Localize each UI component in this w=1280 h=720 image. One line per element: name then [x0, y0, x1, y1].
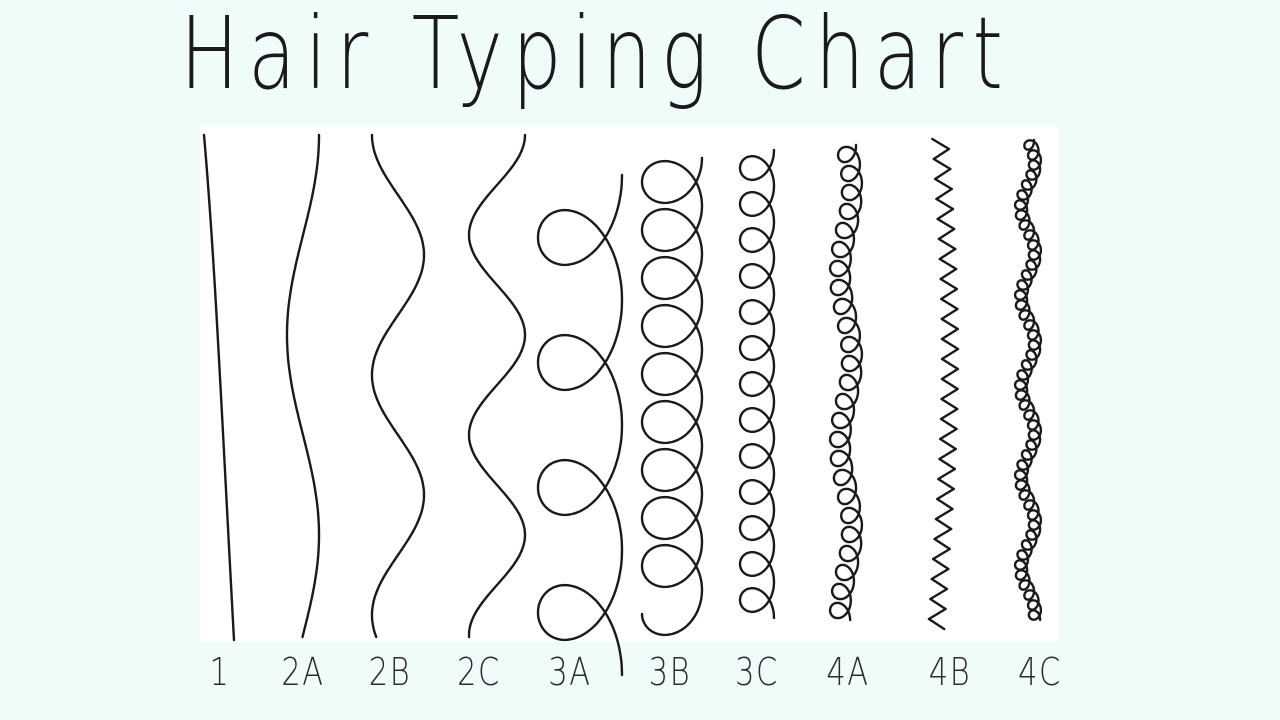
strand-type-2a	[285, 133, 321, 639]
chart-title: Hair Typing Chart	[180, 0, 1013, 112]
drawing-panel	[200, 125, 1058, 642]
strand-type-3a	[536, 173, 624, 677]
type-label-3a: 3A	[548, 650, 592, 694]
type-label-4c: 4C	[1018, 650, 1062, 694]
strand-type-4c	[1013, 138, 1043, 622]
type-label-3b: 3B	[648, 650, 692, 694]
type-label-4b: 4B	[928, 650, 972, 694]
type-label-4a: 4A	[826, 650, 870, 694]
type-label-1: 1	[209, 650, 231, 694]
strand-type-4a	[828, 143, 864, 622]
strand-type-3b	[640, 156, 704, 637]
strand-type-2b	[370, 133, 426, 639]
type-label-2c: 2C	[457, 650, 501, 694]
strand-type-1	[202, 133, 236, 642]
type-label-2b: 2B	[368, 650, 412, 694]
strand-type-2c	[467, 133, 527, 639]
strand-type-4b	[927, 137, 960, 631]
type-label-2a: 2A	[281, 650, 325, 694]
type-label-3c: 3C	[735, 650, 779, 694]
strand-type-3c	[738, 148, 776, 620]
